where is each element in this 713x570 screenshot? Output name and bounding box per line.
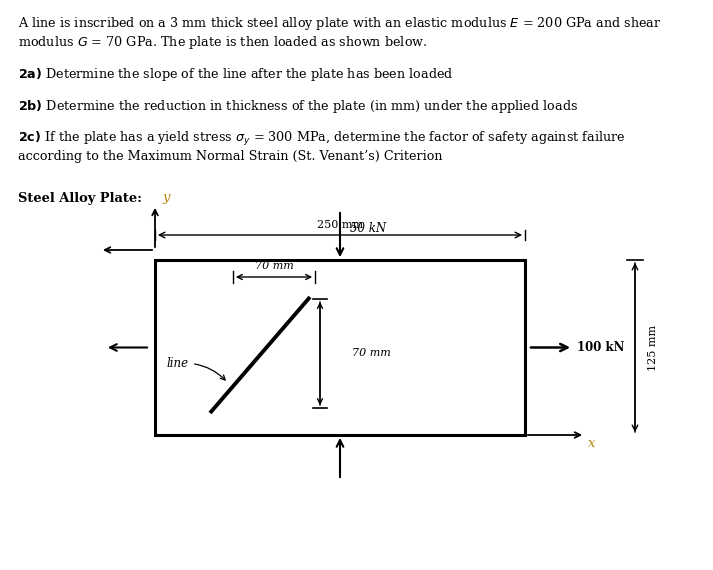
- Bar: [155, 260, 525, 435]
- Text: y: y: [162, 191, 170, 204]
- Text: A line is inscribed on a 3 mm thick steel alloy plate with an elastic modulus $E: A line is inscribed on a 3 mm thick stee…: [18, 15, 662, 51]
- Text: $\bf{2a)}$ Determine the slope of the line after the plate has been loaded: $\bf{2a)}$ Determine the slope of the li…: [18, 66, 453, 83]
- Text: 125 mm: 125 mm: [648, 324, 658, 370]
- Text: $\bf{2b)}$ Determine the reduction in thickness of the plate (in mm) under the a: $\bf{2b)}$ Determine the reduction in th…: [18, 98, 578, 115]
- Text: 50 kN: 50 kN: [350, 222, 386, 234]
- Text: 250 mm: 250 mm: [317, 220, 363, 230]
- Text: 70 mm: 70 mm: [352, 348, 391, 359]
- Text: 100 kN: 100 kN: [577, 341, 625, 354]
- Text: Steel Alloy Plate:: Steel Alloy Plate:: [18, 192, 142, 205]
- Text: x: x: [588, 437, 595, 450]
- Text: line: line: [167, 357, 225, 380]
- Text: 70 mm: 70 mm: [255, 261, 293, 271]
- Text: $\bf{2c)}$ If the plate has a yield stress $\sigma_y$ = 300 MPa, determine the f: $\bf{2c)}$ If the plate has a yield stre…: [18, 130, 625, 163]
